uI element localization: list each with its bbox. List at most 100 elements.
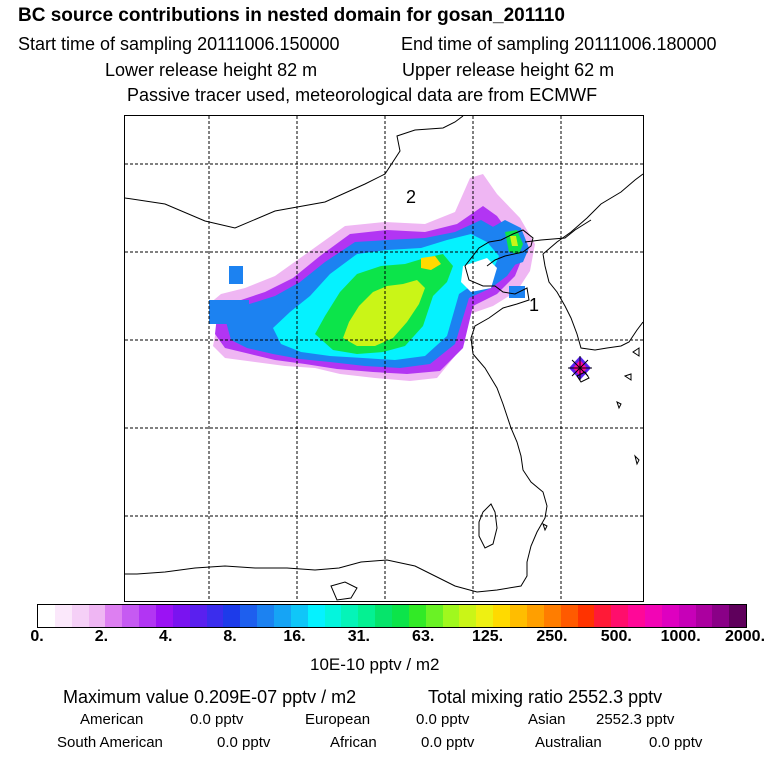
lower-release-label: Lower release height 82 m: [105, 60, 318, 80]
colorbar-segment: [408, 605, 426, 627]
colorbar-segment: [105, 605, 123, 627]
coast-china: [125, 229, 548, 593]
colorbar-tick-label: 125.: [471, 628, 504, 645]
colorbar-segment: [459, 605, 477, 627]
colorbar-segment: [729, 605, 747, 627]
colorbar-segment: [290, 605, 308, 627]
colorbar-segment: [712, 605, 730, 627]
border-northeast: [524, 219, 592, 243]
colorbar-segment: [611, 605, 629, 627]
colorbar-tick-label: 2000.: [724, 628, 766, 645]
jeju: [576, 371, 590, 383]
coast-korea: [542, 253, 643, 351]
colorbar-segment: [54, 605, 72, 627]
colorbar-segment: [510, 605, 527, 627]
region-name-australian: Australian: [535, 734, 602, 751]
colorbar-tick-label: 63.: [412, 628, 435, 645]
colorbar-segment: [628, 605, 645, 627]
colorbar-segment: [341, 605, 359, 627]
colorbar-segment: [678, 605, 696, 627]
colorbar-segment: [307, 605, 325, 627]
colorbar-segment: [324, 605, 342, 627]
tracer-note: Passive tracer used, meteorological data…: [127, 85, 598, 105]
region-name-american: American: [80, 711, 144, 728]
max-value-label: Maximum value 0.209E-07 pptv / m2: [63, 687, 357, 707]
plume-yellow: [421, 256, 441, 270]
plume-layer: [209, 174, 592, 381]
plume-coast-yellow: [510, 236, 518, 246]
colorbar-segment: [526, 605, 544, 627]
plume-west-blob: [229, 266, 243, 284]
gosan-receptor-marker: [568, 356, 592, 380]
region-value-asian: 2552.3 pptv: [596, 711, 675, 728]
colorbar-tick-label: 8.: [223, 628, 237, 645]
colorbar-tick-label: 2.: [94, 628, 109, 645]
colorbar-segment: [375, 605, 393, 627]
total-mixing-label: Total mixing ratio 2552.3 pptv: [428, 687, 663, 707]
colorbar-segment: [206, 605, 224, 627]
japan-islands: [542, 347, 640, 532]
colorbar-segment: [240, 605, 258, 627]
colorbar-segment: [476, 605, 494, 627]
border-mongolia: [125, 116, 464, 229]
colorbar-segment: [425, 605, 443, 627]
region-value-south-american: 0.0 pptv: [217, 734, 271, 751]
plot-title: BC source contributions in nested domain…: [18, 5, 565, 26]
colorbar-segment: [172, 605, 190, 627]
colorbar-segment: [122, 605, 140, 627]
colorbar-segment: [543, 605, 561, 627]
region-name-african: African: [330, 734, 377, 751]
colorbar-segment: [88, 605, 106, 627]
region-value-african: 0.0 pptv: [421, 734, 475, 751]
hainan: [330, 581, 358, 601]
upper-release-label: Upper release height 62 m: [402, 60, 615, 80]
map-grid: [125, 116, 643, 601]
plume-yellowgreen: [343, 280, 425, 346]
region-label-2: 2: [406, 187, 416, 207]
coastlines: [125, 116, 643, 601]
colorbar-segment: [644, 605, 662, 627]
colorbar-tick-label: 250.: [536, 628, 568, 645]
colorbar-segment: [257, 605, 275, 627]
start-time-label: Start time of sampling 20111006.150000: [18, 34, 340, 54]
colorbar-segment: [274, 605, 291, 627]
colorbar-segment: [493, 605, 511, 627]
region-name-asian: Asian: [528, 711, 566, 728]
colorbar-segment: [156, 605, 173, 627]
colorbar: [37, 604, 747, 628]
region-name-south-american: South American: [57, 734, 163, 751]
colorbar-segment: [38, 605, 55, 627]
colorbar-units: 10E-10 pptv / m2: [310, 655, 440, 674]
colorbar-tick-label: 500.: [600, 628, 632, 645]
region-name-european: European: [305, 711, 371, 728]
colorbar-segment: [189, 605, 207, 627]
colorbar-segment: [71, 605, 89, 627]
map-panel: 2 1: [124, 115, 644, 602]
colorbar-segment: [392, 605, 409, 627]
region-value-australian: 0.0 pptv: [649, 734, 703, 751]
region-label-1: 1: [529, 295, 539, 315]
colorbar-segment: [695, 605, 713, 627]
colorbar-segment: [661, 605, 679, 627]
colorbar-tick-label: 4.: [159, 628, 173, 645]
colorbar-tick-label: 0.: [30, 628, 44, 645]
colorbar-tick-label: 16.: [283, 628, 306, 645]
colorbar-segment: [223, 605, 241, 627]
colorbar-segment: [560, 605, 578, 627]
plume-west-patch: [209, 300, 249, 324]
colorbar-segment: [594, 605, 612, 627]
bohai-bay-gap: [461, 258, 497, 292]
region-value-american: 0.0 pptv: [190, 711, 244, 728]
plume-shandong-spot: [509, 286, 525, 298]
colorbar-segment: [577, 605, 595, 627]
region-value-european: 0.0 pptv: [416, 711, 470, 728]
colorbar-segment: [139, 605, 157, 627]
border-korea: [542, 173, 643, 255]
end-time-label: End time of sampling 20111006.180000: [401, 34, 717, 54]
colorbar-tick-label: 1000.: [660, 628, 701, 645]
taiwan: [478, 503, 498, 549]
colorbar-tick-label: 31.: [347, 628, 370, 645]
colorbar-segment: [442, 605, 460, 627]
map-canvas: 2 1: [125, 116, 643, 601]
colorbar-segment: [358, 605, 376, 627]
